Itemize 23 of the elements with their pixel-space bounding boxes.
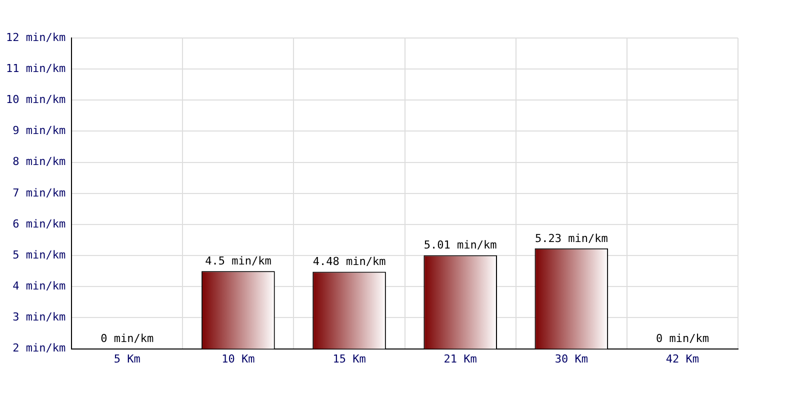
y-tick-label: 3 min/km [12, 310, 66, 324]
x-tick-label: 30 Km [554, 352, 588, 366]
data-label: 5.23 min/km [534, 232, 608, 245]
text: 0 min/km [656, 332, 709, 346]
data-label: 4.5 min/km [205, 254, 272, 268]
y-tick-label: 5 min/km [12, 248, 66, 262]
text: 0 min/km [100, 332, 154, 346]
y-tick-label: 10 min/km [6, 93, 66, 106]
x-tick-label: 15 Km [332, 352, 366, 366]
data-label: 5.01 min/km [424, 238, 498, 252]
data-label: 4.48 min/km [312, 255, 386, 268]
y-tick-label: 7 min/km [12, 186, 66, 200]
y-tick-label: 8 min/km [12, 155, 66, 168]
y-tick-label: 9 min/km [12, 124, 66, 138]
x-tick-label: 10 Km [222, 352, 256, 366]
y-tick-label: 6 min/km [12, 217, 66, 230]
y-tick-label: 11 min/km [6, 62, 66, 75]
x-tick-label: 42 Km [666, 352, 700, 366]
y-tick-label: 4 min/km [12, 280, 66, 292]
x-tick-label: 5 Km [114, 352, 141, 366]
x-tick-label: 21 Km [444, 352, 478, 366]
y-tick-label: 12 min/km [6, 30, 66, 44]
y-tick-label: 2 min/km [12, 342, 66, 355]
